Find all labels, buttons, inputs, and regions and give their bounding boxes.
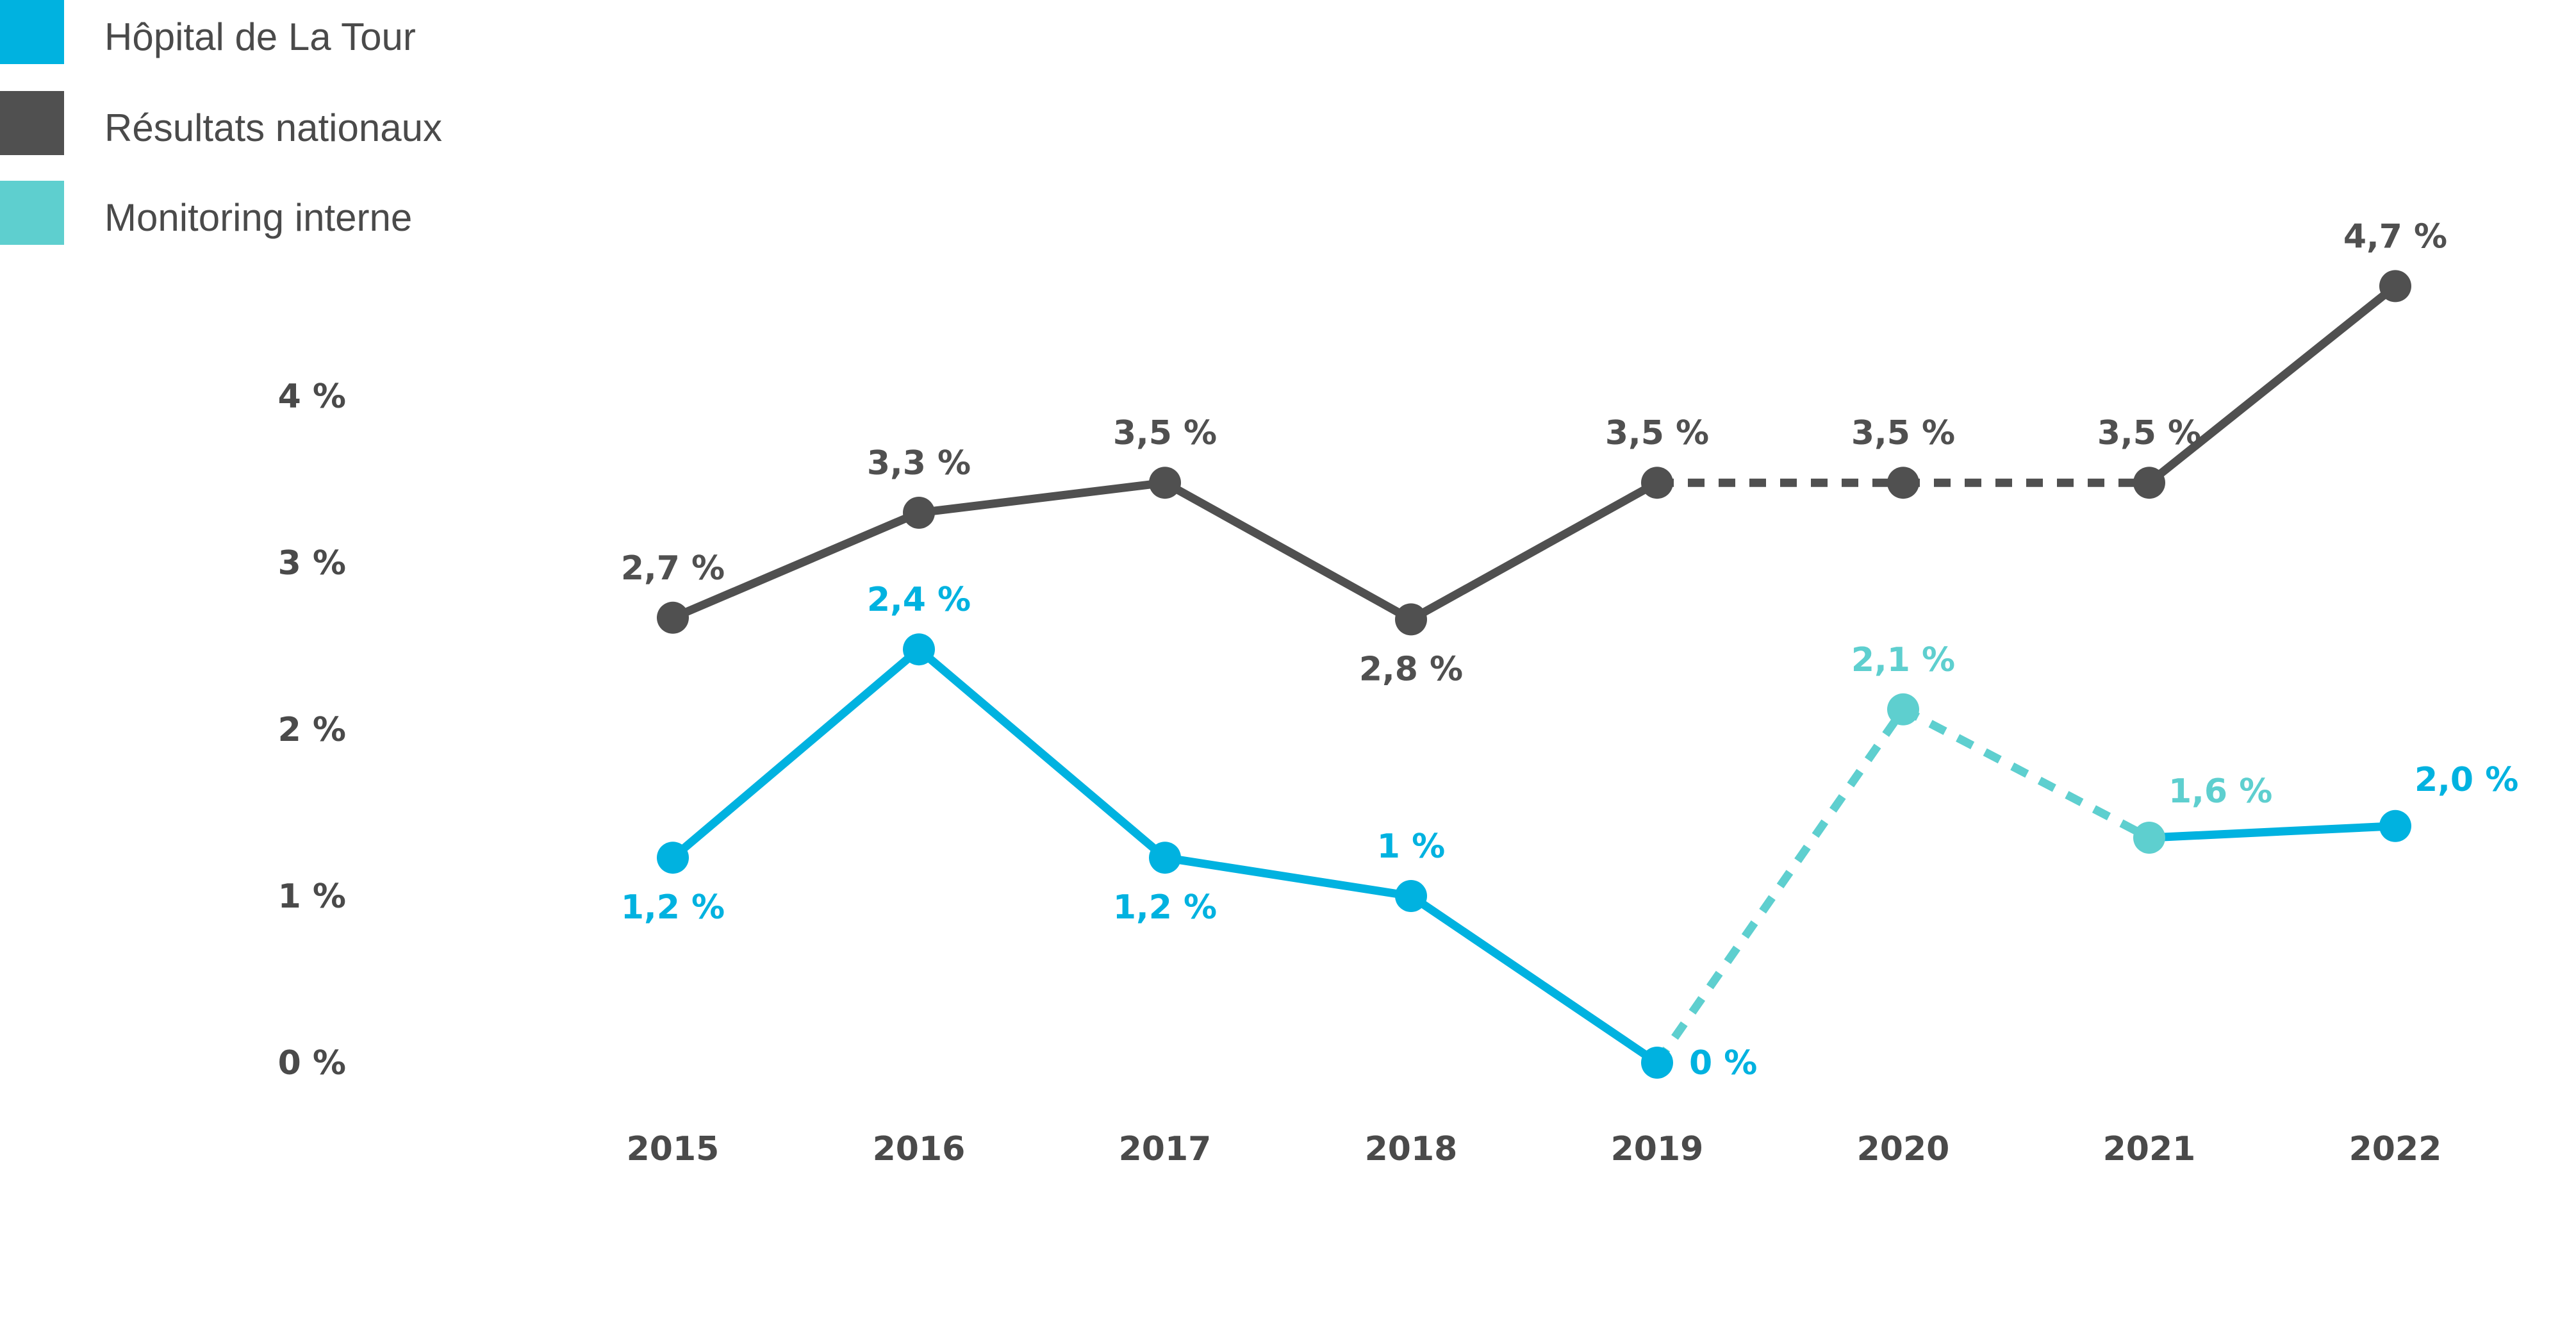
data-point-hopital-de-la-tour-2016 — [903, 633, 935, 666]
data-point-resultats-nationaux-2022 — [2379, 270, 2411, 303]
data-label-hopital-de-la-tour-2018: 1 % — [1377, 827, 1445, 866]
data-label-resultats-nationaux-2020: 3,5 % — [1851, 414, 1955, 452]
line-segment-resultats-nationaux — [2146, 283, 2398, 486]
data-label-hopital-de-la-tour-2016: 2,4 % — [867, 581, 971, 619]
line-segment-hopital-de-la-tour — [1408, 892, 1660, 1067]
data-label-resultats-nationaux-2021: 3,5 % — [2097, 414, 2201, 452]
legend-swatch-hopital-de-la-tour — [0, 0, 64, 64]
x-tick-label: 2017 — [1119, 1130, 1212, 1168]
data-labels: 2,7 % 3,3 % 3,5 % 2,8 % 3,5 % 3,5 % 3,5 % 4,7 %… — [621, 217, 2518, 1083]
data-label-resultats-nationaux-2016: 3,3 % — [867, 444, 971, 483]
data-point-hopital-de-la-tour-2019 — [1641, 1047, 1673, 1079]
data-point-resultats-nationaux-2020 — [1887, 467, 1919, 499]
line-segment-hopital-de-la-tour — [670, 646, 922, 861]
data-label-resultats-nationaux-2018: 2,8 % — [1359, 650, 1463, 688]
line-connector — [1901, 706, 2152, 842]
y-tick-label: 3 % — [278, 544, 346, 583]
legend-swatch-resultats-nationaux — [0, 91, 64, 155]
data-label-hopital-de-la-tour-2022: 2,0 % — [2415, 761, 2518, 799]
data-point-hopital-de-la-tour-2018 — [1395, 880, 1427, 912]
data-label-resultats-nationaux-2022: 4,7 % — [2343, 217, 2447, 256]
data-point-resultats-nationaux-2015 — [657, 601, 689, 634]
line-segment-hopital-de-la-tour — [1164, 853, 1412, 901]
x-tick-label: 2020 — [1857, 1130, 1950, 1168]
line-segment-resultats-nationaux — [1162, 479, 1414, 624]
x-axis: 2015 2016 2017 2018 2019 2020 2021 2022 — [627, 1130, 2442, 1168]
data-point-resultats-nationaux-2019 — [1641, 467, 1673, 499]
data-point-monitoring-interne-2021 — [2133, 822, 2165, 854]
x-tick-label: 2022 — [2349, 1130, 2442, 1168]
legend-label-resultats-nationaux: Résultats nationaux — [104, 106, 442, 149]
y-axis: 0 % 1 % 2 % 3 % 4 % — [278, 378, 346, 1083]
x-tick-label: 2016 — [873, 1130, 966, 1168]
y-tick-label: 4 % — [278, 378, 346, 416]
line-connector — [2149, 822, 2396, 842]
data-label-hopital-de-la-tour-2015: 1,2 % — [621, 888, 725, 927]
data-label-monitoring-interne-2021: 1,6 % — [2168, 772, 2272, 811]
y-tick-label: 1 % — [278, 877, 346, 916]
data-label-resultats-nationaux-2015: 2,7 % — [621, 549, 725, 588]
legend: Hôpital de La Tour Résultats nationaux Mon… — [0, 0, 442, 245]
data-label-resultats-nationaux-2019: 3,5 % — [1605, 414, 1709, 452]
series-points — [657, 270, 2411, 1079]
y-tick-label: 2 % — [278, 711, 346, 749]
data-label-resultats-nationaux-2017: 3,5 % — [1113, 414, 1217, 452]
line-connector — [1653, 707, 1907, 1065]
data-point-hopital-de-la-tour-2017 — [1149, 842, 1181, 874]
data-point-monitoring-interne-2020 — [1887, 693, 1919, 726]
legend-label-hopital-de-la-tour: Hôpital de La Tour — [104, 15, 416, 58]
data-label-monitoring-interne-2020: 2,1 % — [1851, 641, 1955, 679]
y-tick-label: 0 % — [278, 1044, 346, 1083]
legend-swatch-monitoring-interne — [0, 181, 64, 245]
x-tick-label: 2015 — [627, 1130, 720, 1168]
line-segment-resultats-nationaux — [918, 478, 1166, 517]
data-label-hopital-de-la-tour-2017: 1,2 % — [1113, 888, 1217, 927]
x-tick-label: 2019 — [1611, 1130, 1704, 1168]
data-point-resultats-nationaux-2016 — [903, 497, 935, 529]
line-segment-resultats-nationaux — [671, 509, 921, 622]
data-point-hopital-de-la-tour-2022 — [2379, 809, 2411, 842]
data-point-hopital-de-la-tour-2015 — [657, 842, 689, 874]
line-segment-resultats-nationaux — [1408, 479, 1660, 624]
data-point-resultats-nationaux-2021 — [2133, 467, 2165, 499]
series-lines — [670, 283, 2398, 1067]
data-label-hopital-de-la-tour-2019: 0 % — [1689, 1044, 1757, 1083]
x-tick-label: 2021 — [2103, 1130, 2196, 1168]
legend-label-monitoring-interne: Monitoring interne — [104, 196, 412, 239]
data-point-resultats-nationaux-2017 — [1149, 467, 1181, 499]
x-tick-label: 2018 — [1365, 1130, 1458, 1168]
line-segment-hopital-de-la-tour — [916, 646, 1168, 861]
data-point-resultats-nationaux-2018 — [1395, 603, 1427, 636]
